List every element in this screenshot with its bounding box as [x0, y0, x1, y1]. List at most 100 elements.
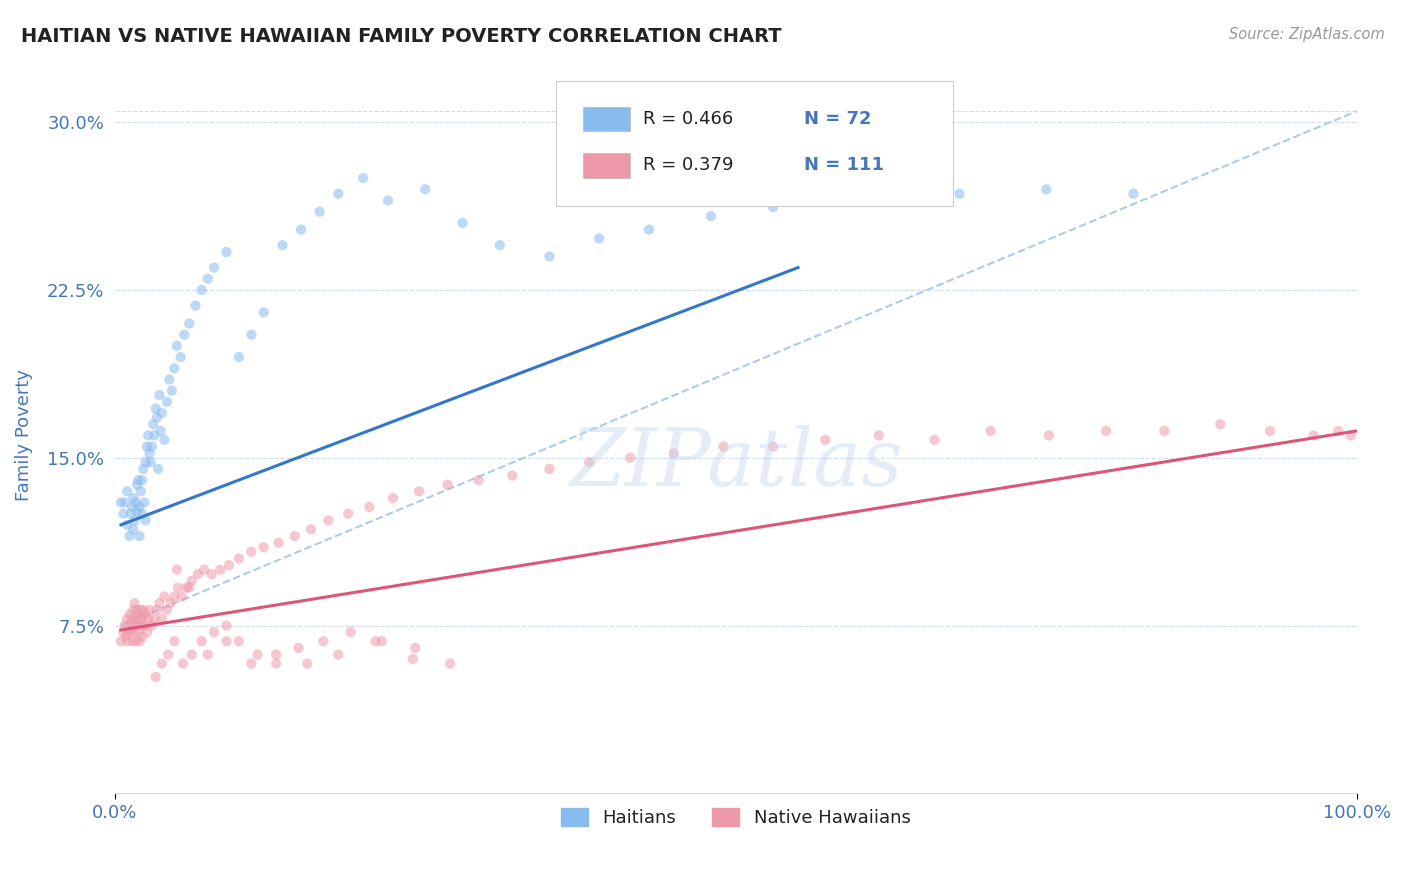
Point: [153, 590, 176, 604]
Point: [145, 670, 167, 684]
Point: [134, 495, 156, 509]
Point: [501, 468, 523, 483]
Point: [337, 507, 360, 521]
Point: [146, 410, 169, 425]
Point: [762, 200, 785, 214]
Point: [125, 504, 148, 518]
Point: [166, 339, 188, 353]
Point: [157, 372, 180, 386]
Point: [125, 603, 148, 617]
Point: [1327, 424, 1350, 438]
Point: [228, 551, 250, 566]
Y-axis label: Family Poverty: Family Poverty: [15, 369, 32, 501]
Point: [328, 186, 350, 201]
Point: [127, 607, 149, 622]
Point: [264, 648, 287, 662]
Point: [467, 473, 489, 487]
Point: [215, 618, 238, 632]
Point: [377, 194, 399, 208]
Point: [184, 299, 207, 313]
Point: [118, 529, 141, 543]
Point: [135, 513, 157, 527]
Point: [131, 507, 153, 521]
Point: [118, 618, 141, 632]
Point: [115, 634, 138, 648]
Point: [132, 603, 155, 617]
Point: [166, 563, 188, 577]
Point: [149, 424, 172, 438]
Point: [115, 517, 138, 532]
Point: [128, 634, 150, 648]
Point: [713, 440, 735, 454]
Point: [284, 529, 307, 543]
Point: [190, 634, 212, 648]
Point: [136, 625, 159, 640]
FancyBboxPatch shape: [555, 81, 953, 206]
Point: [170, 590, 193, 604]
Point: [240, 657, 263, 671]
Point: [381, 491, 404, 505]
Point: [129, 484, 152, 499]
Point: [662, 446, 685, 460]
Point: [124, 618, 146, 632]
Point: [122, 491, 145, 505]
Point: [141, 618, 163, 632]
Point: [142, 417, 165, 432]
Point: [163, 634, 186, 648]
Point: [538, 462, 561, 476]
Text: N = 111: N = 111: [804, 156, 884, 175]
Point: [287, 640, 309, 655]
Text: HAITIAN VS NATIVE HAWAIIAN FAMILY POVERTY CORRELATION CHART: HAITIAN VS NATIVE HAWAIIAN FAMILY POVERT…: [21, 27, 782, 45]
Point: [110, 634, 132, 648]
Point: [153, 433, 176, 447]
Point: [228, 634, 250, 648]
Point: [267, 535, 290, 549]
Point: [240, 327, 263, 342]
Point: [439, 657, 461, 671]
Point: [176, 581, 198, 595]
Point: [132, 462, 155, 476]
Point: [228, 350, 250, 364]
Point: [128, 529, 150, 543]
Point: [197, 648, 219, 662]
Point: [143, 612, 166, 626]
Point: [131, 630, 153, 644]
Point: [924, 433, 946, 447]
Point: [156, 603, 179, 617]
Point: [131, 612, 153, 626]
Point: [129, 603, 152, 617]
Point: [588, 231, 610, 245]
Point: [127, 625, 149, 640]
Point: [121, 500, 143, 514]
Point: [131, 473, 153, 487]
Point: [150, 657, 173, 671]
Text: N = 72: N = 72: [804, 110, 872, 128]
Point: [408, 484, 430, 499]
Text: R = 0.466: R = 0.466: [643, 110, 733, 128]
Point: [125, 477, 148, 491]
Point: [125, 618, 148, 632]
Point: [172, 657, 194, 671]
Point: [117, 625, 139, 640]
Point: [190, 283, 212, 297]
Point: [136, 612, 159, 626]
Point: [413, 182, 436, 196]
Point: [128, 500, 150, 514]
FancyBboxPatch shape: [583, 153, 630, 178]
Point: [128, 612, 150, 626]
Point: [339, 625, 361, 640]
Point: [163, 590, 186, 604]
Text: Source: ZipAtlas.com: Source: ZipAtlas.com: [1229, 27, 1385, 42]
Point: [638, 222, 661, 236]
Point: [156, 394, 179, 409]
Point: [488, 238, 510, 252]
Point: [122, 603, 145, 617]
Point: [124, 596, 146, 610]
Point: [179, 581, 201, 595]
Point: [112, 625, 135, 640]
Point: [359, 500, 381, 514]
Point: [253, 541, 276, 555]
Point: [125, 634, 148, 648]
Point: [150, 406, 173, 420]
Point: [139, 455, 162, 469]
